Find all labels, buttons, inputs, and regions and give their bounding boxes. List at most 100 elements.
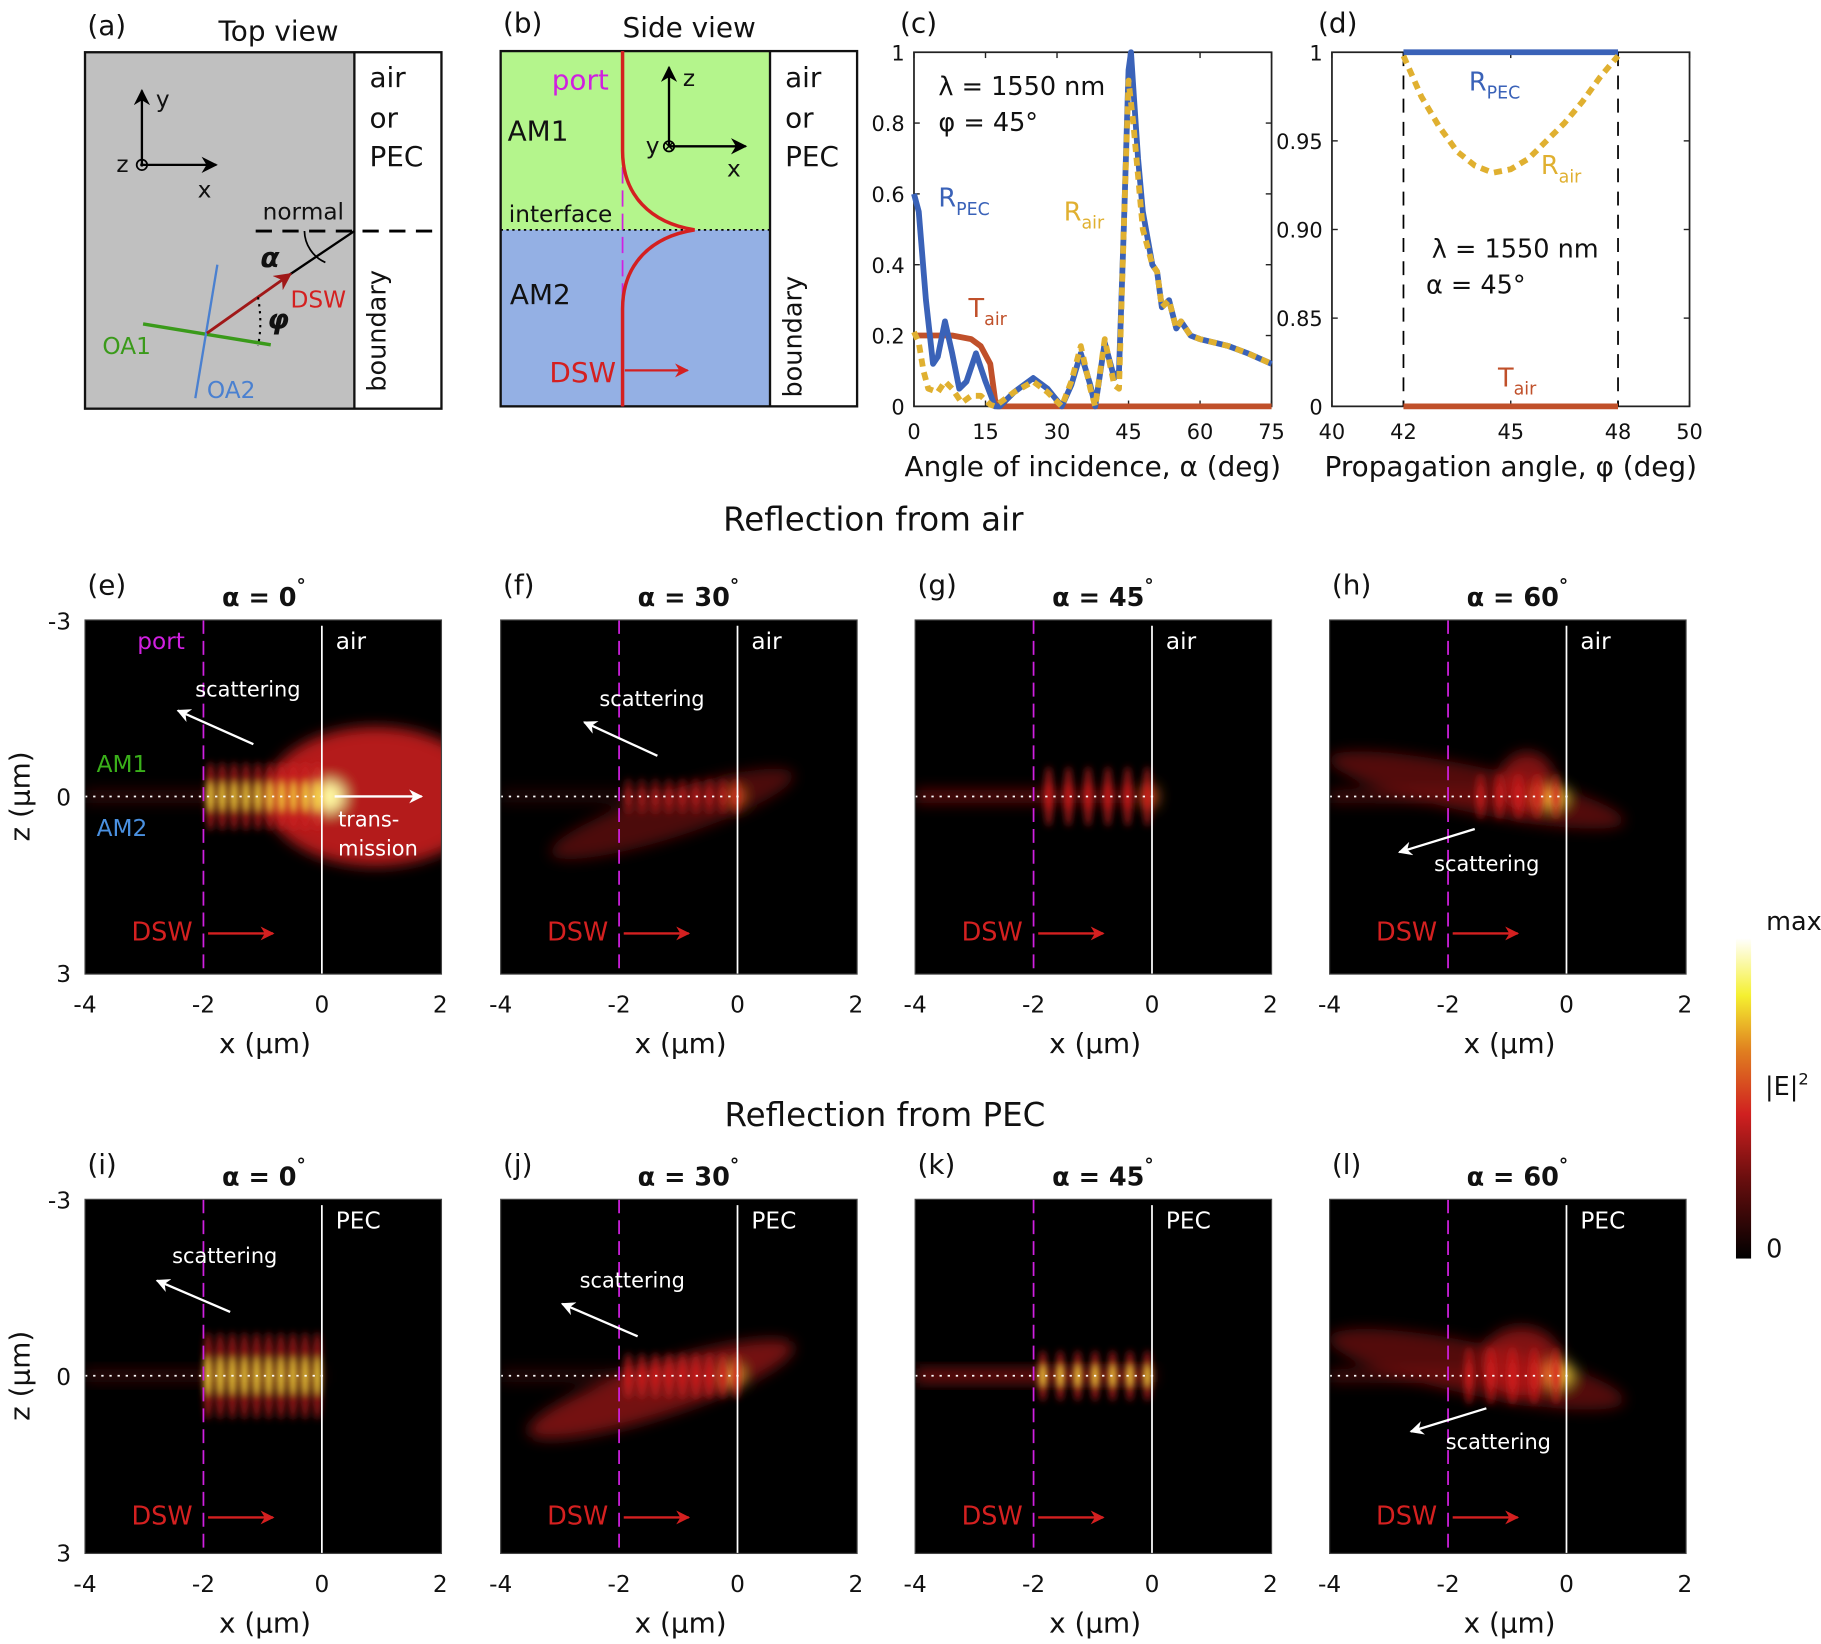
standing-wave-core: [679, 788, 686, 805]
x-tick-label: -4: [489, 1571, 512, 1598]
field-frame: [500, 1198, 858, 1555]
am1-region: [500, 51, 771, 230]
field-map-k: (k) α = 45° PEC DSW -4 -2 0 2 x (µm): [904, 1148, 1278, 1640]
series-label-sub: PEC: [956, 200, 990, 220]
dsw-label: DSW: [549, 356, 616, 389]
series-label-main: R: [938, 184, 956, 214]
y-tick-label: 0.8: [871, 112, 904, 136]
am2-label: AM2: [510, 278, 571, 311]
interface-label: interface: [509, 201, 613, 228]
alpha-value: α = 30: [638, 583, 730, 613]
field-frame: [84, 619, 443, 975]
panel-title: Side view: [623, 11, 756, 44]
standing-wave-core: [290, 780, 297, 813]
x-axis-title: x (µm): [635, 1027, 727, 1060]
x-tick-label: 40: [1319, 420, 1346, 444]
panel-label: (j): [503, 1148, 532, 1181]
colorbar-max-label: max: [1766, 907, 1821, 937]
axis-y-label: y: [646, 132, 660, 159]
x-tick-label: 15: [972, 420, 999, 444]
side-label-air: air: [785, 61, 822, 94]
panel-title: α = 45°: [1052, 1155, 1154, 1192]
standing-wave-core: [217, 1355, 224, 1396]
field-map-l: (l) α = 60° PEC scattering DSW -4 -2 0 2 x (µm): [1318, 1148, 1692, 1640]
x-tick-label: -2: [1022, 1571, 1045, 1598]
standing-wave-core: [1127, 1364, 1133, 1388]
x-tick-label: 2: [1263, 991, 1278, 1018]
field-frame: [914, 619, 1273, 975]
axis-x-label: x: [198, 176, 212, 203]
x-tick-label: 0: [1145, 1571, 1160, 1598]
standing-wave-core: [314, 1355, 321, 1396]
incidence-line: [289, 230, 356, 275]
port-label: port: [137, 628, 185, 655]
panel-label: (c): [900, 7, 937, 40]
panel-b-side-view: (b) Side view port AM1 interface AM2 DSW…: [499, 7, 859, 408]
x-tick-label: 0: [1145, 991, 1160, 1018]
panel-title: α = 45°: [1052, 576, 1154, 613]
dsw-label: DSW: [131, 917, 192, 947]
boundary-label: boundary: [363, 270, 393, 392]
alpha-value: α = 60: [1467, 1162, 1559, 1192]
standing-wave-core: [290, 1355, 296, 1396]
z-tick-label: 3: [56, 1541, 71, 1568]
x-axis-title: x (µm): [219, 1027, 311, 1060]
panel-label: (g): [917, 568, 956, 601]
series-label: Rair: [1064, 198, 1105, 234]
x-tick-label: 0: [730, 1571, 745, 1598]
scattered-beam: [1329, 1328, 1625, 1410]
alpha-value: α = 45: [1052, 1162, 1144, 1192]
scattering-label: scattering: [1434, 852, 1539, 876]
series-label-main: T: [968, 294, 985, 324]
am1-label: AM1: [97, 751, 148, 778]
y-tick-label: 0.6: [871, 183, 904, 207]
scattering-label: scattering: [1446, 1430, 1551, 1454]
y-tick-label: 0.2: [871, 325, 904, 349]
standing-wave-core: [243, 780, 249, 813]
colorbar: max |E|2 0: [1735, 907, 1821, 1264]
x-tick-label: 0: [314, 991, 329, 1018]
series-label-main: R: [1064, 198, 1082, 228]
scattering-arrow-icon: [582, 721, 658, 757]
x-tick-label: -2: [192, 1571, 215, 1598]
standing-wave-core: [1144, 1364, 1151, 1388]
standing-wave-core: [706, 1365, 713, 1387]
standing-wave-core: [1553, 786, 1559, 807]
y-tick-label: 1: [891, 41, 904, 65]
standing-wave-core: [706, 788, 713, 805]
standing-wave-core: [1477, 786, 1484, 807]
dsw-arrow-icon: [206, 272, 292, 335]
reflection-charts: (c) 0 15 30 45 60 75 0 0.2 0.4 0.6 0.8 1 Angle of inc…: [871, 7, 1702, 484]
z-tick-label: 3: [56, 961, 71, 988]
medium-label: PEC: [336, 1207, 381, 1234]
panel-label: (i): [87, 1148, 116, 1181]
x-tick-label: 0: [314, 1571, 329, 1598]
field-map-i: (i) α = 0° PEC scattering DSW -4 -2 0 2 x (µm) -3 0…: [3, 1148, 447, 1640]
series-label-sub: air: [984, 310, 1008, 330]
x-axis-title: x (µm): [1464, 1606, 1556, 1639]
degree-symbol: °: [1559, 1155, 1568, 1176]
series-label-main: R: [1469, 68, 1487, 98]
x-tick-label: 45: [1497, 420, 1524, 444]
plot-area: [913, 51, 1273, 408]
y-tick-label: 0: [1309, 395, 1322, 419]
am1-label: AM1: [508, 114, 569, 147]
x-tick-label: -4: [489, 991, 512, 1018]
x-tick-label: 30: [1044, 420, 1071, 444]
y-tick-label: 1: [1309, 41, 1322, 65]
oa2-label: OA2: [207, 377, 256, 404]
x-tick-label: 60: [1187, 420, 1214, 444]
optic-axis-2: [194, 264, 219, 399]
degree-symbol: °: [1559, 576, 1568, 597]
field-frame: [84, 1198, 443, 1555]
colorbar-title-exponent: 2: [1798, 1069, 1808, 1088]
panel-title: α = 0°: [222, 576, 306, 613]
z-dot-icon: [140, 163, 144, 167]
field-map-j: (j) α = 30° PEC scattering DSW -4 -2 0 2 x (µm): [489, 1148, 863, 1640]
field-map-g: (g) α = 45° air DSW -4 -2 0 2 x (µm): [904, 568, 1278, 1060]
degree-symbol: °: [1144, 1155, 1153, 1176]
field-frame: [500, 619, 858, 975]
z-tick-label: -3: [48, 1188, 71, 1215]
x-tick-label: -4: [1318, 991, 1341, 1018]
panel-label: (h): [1332, 568, 1371, 601]
